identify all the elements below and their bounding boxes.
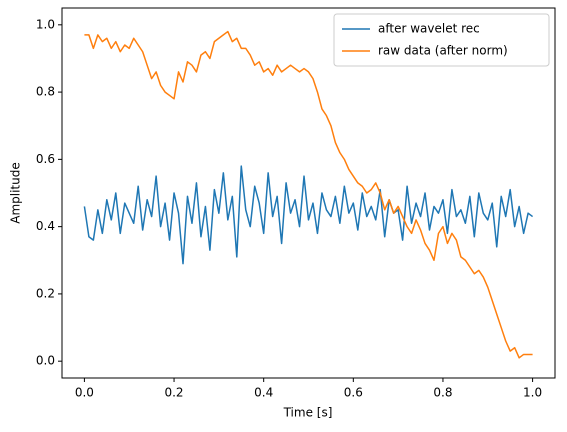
- axes-frame: [61, 7, 556, 379]
- y-axis-label: Amplitude: [9, 162, 23, 224]
- x-tick-label: 0.4: [254, 386, 273, 400]
- x-tick-label: 0.0: [75, 386, 94, 400]
- line-series: [84, 30, 533, 359]
- x-tick-label: 1.0: [523, 386, 542, 400]
- y-tick-label: 1.0: [36, 17, 55, 31]
- line-series: [83, 165, 534, 265]
- x-tick-label: 0.6: [344, 386, 363, 400]
- x-tick-label: 0.2: [164, 386, 183, 400]
- x-axis-label: Time [s]: [283, 406, 333, 420]
- legend-box: [333, 13, 550, 67]
- y-tick-label: 0.2: [36, 286, 55, 300]
- x-tick-label: 0.8: [433, 386, 452, 400]
- y-tick-label: 0.8: [36, 85, 55, 99]
- y-tick-label: 0.0: [36, 354, 55, 368]
- y-tick-label: 0.4: [36, 219, 55, 233]
- y-tick-label: 0.6: [36, 152, 55, 166]
- legend-label: after wavelet rec: [378, 22, 480, 36]
- legend-label: raw data (after norm): [378, 44, 508, 58]
